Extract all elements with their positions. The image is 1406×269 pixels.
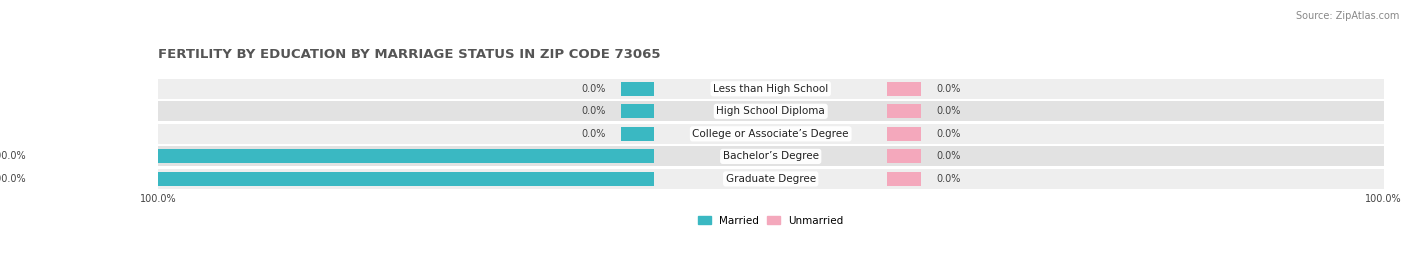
Text: 0.0%: 0.0%	[936, 84, 960, 94]
Bar	[620, 82, 654, 96]
Text: Source: ZipAtlas.com: Source: ZipAtlas.com	[1295, 11, 1399, 21]
Legend: Married, Unmarried: Married, Unmarried	[695, 211, 848, 230]
Text: College or Associate’s Degree: College or Associate’s Degree	[693, 129, 849, 139]
Bar	[887, 127, 921, 141]
Bar	[157, 101, 1384, 121]
Text: Bachelor’s Degree: Bachelor’s Degree	[723, 151, 818, 161]
Bar	[42, 149, 654, 163]
Bar	[157, 147, 1384, 166]
Text: 0.0%: 0.0%	[936, 129, 960, 139]
Bar	[620, 104, 654, 118]
Text: 0.0%: 0.0%	[581, 84, 605, 94]
Text: Graduate Degree: Graduate Degree	[725, 174, 815, 184]
Bar	[887, 172, 921, 186]
Bar	[157, 124, 1384, 144]
Text: 100.0%: 100.0%	[0, 151, 27, 161]
Text: 0.0%: 0.0%	[936, 174, 960, 184]
Bar	[887, 82, 921, 96]
Text: 0.0%: 0.0%	[936, 106, 960, 116]
Bar	[620, 127, 654, 141]
Text: 100.0%: 100.0%	[0, 174, 27, 184]
Text: FERTILITY BY EDUCATION BY MARRIAGE STATUS IN ZIP CODE 73065: FERTILITY BY EDUCATION BY MARRIAGE STATU…	[157, 48, 661, 61]
Bar	[157, 169, 1384, 189]
Text: 0.0%: 0.0%	[581, 129, 605, 139]
Text: Less than High School: Less than High School	[713, 84, 828, 94]
Bar	[887, 104, 921, 118]
Text: 0.0%: 0.0%	[936, 151, 960, 161]
Text: High School Diploma: High School Diploma	[716, 106, 825, 116]
Bar	[887, 149, 921, 163]
Bar	[42, 172, 654, 186]
Bar	[157, 79, 1384, 99]
Text: 0.0%: 0.0%	[581, 106, 605, 116]
